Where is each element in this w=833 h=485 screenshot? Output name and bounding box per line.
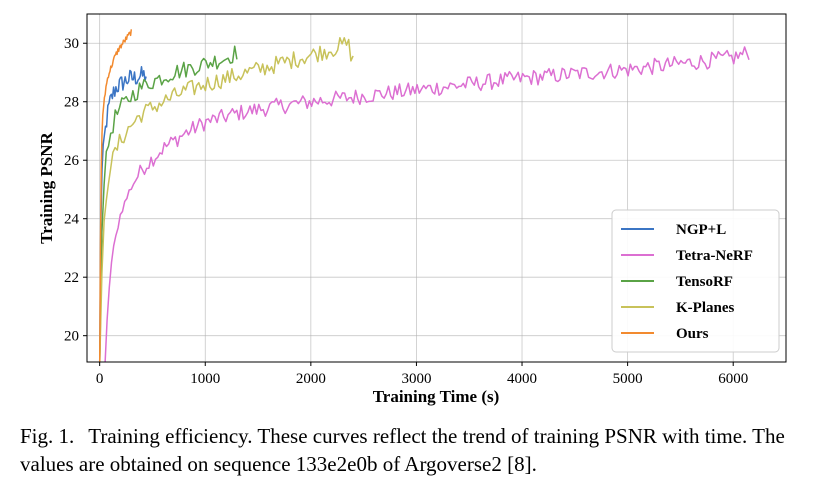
- series-line-ngp-l: [98, 65, 147, 362]
- y-tick-label: 20: [64, 329, 79, 345]
- y-axis-title: Training PSNR: [37, 131, 56, 243]
- y-tick-label: 22: [64, 270, 79, 286]
- series-layer: [98, 29, 750, 362]
- axis-ticks: 0 1000 2000 3000 4000 5000 6000 20 22 24 26 28 30: [64, 36, 748, 387]
- figure-caption: Fig. 1. Training efficiency. These curves…: [20, 422, 825, 478]
- y-tick-label: 30: [64, 36, 79, 52]
- series-line-tetra-nerf: [104, 46, 750, 362]
- y-tick-label: 28: [64, 95, 79, 111]
- legend-label-ours: Ours: [676, 326, 709, 342]
- legend-label-tensorf: TensoRF: [676, 274, 733, 290]
- series-line-tensorf: [98, 45, 238, 362]
- caption-label: Fig. 1.: [20, 424, 75, 448]
- chart: 0 1000 2000 3000 4000 5000 6000 20 22 24 26 28 30 Tr…: [37, 13, 787, 406]
- series-line-k-planes: [99, 37, 354, 362]
- x-tick-label: 5000: [613, 371, 643, 387]
- x-tick-label: 1000: [190, 371, 220, 387]
- x-axis-title: Training Time (s): [373, 387, 500, 406]
- x-tick-label: 4000: [507, 371, 537, 387]
- y-tick-label: 24: [64, 212, 80, 228]
- legend-label-k-planes: K-Planes: [676, 300, 734, 316]
- y-tick-label: 26: [64, 153, 80, 169]
- legend-label-ngp-l: NGP+L: [676, 222, 726, 238]
- legend-label-tetra-nerf: Tetra-NeRF: [676, 248, 753, 264]
- legend-frame: [611, 209, 780, 353]
- x-tick-label: 2000: [296, 371, 326, 387]
- x-tick-label: 6000: [718, 371, 748, 387]
- plot-frame: [86, 13, 787, 363]
- x-tick-label: 0: [96, 371, 104, 387]
- x-tick-label: 3000: [401, 371, 431, 387]
- legend: NGP+L Tetra-NeRF TensoRF K-Planes Ours: [611, 209, 780, 353]
- caption-text: Training efficiency. These curves reflec…: [20, 424, 785, 476]
- series-line-ours: [98, 29, 133, 362]
